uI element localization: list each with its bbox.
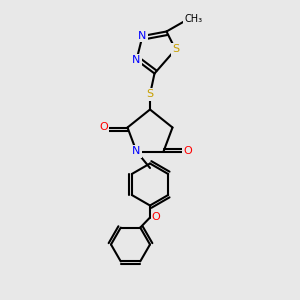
Text: N: N [132,55,141,65]
Text: O: O [152,212,160,223]
Text: N: N [138,31,147,41]
Text: S: S [146,89,154,100]
Text: N: N [132,146,141,157]
Text: O: O [183,146,192,157]
Text: CH₃: CH₃ [184,14,202,25]
Text: O: O [99,122,108,133]
Text: S: S [172,44,179,55]
